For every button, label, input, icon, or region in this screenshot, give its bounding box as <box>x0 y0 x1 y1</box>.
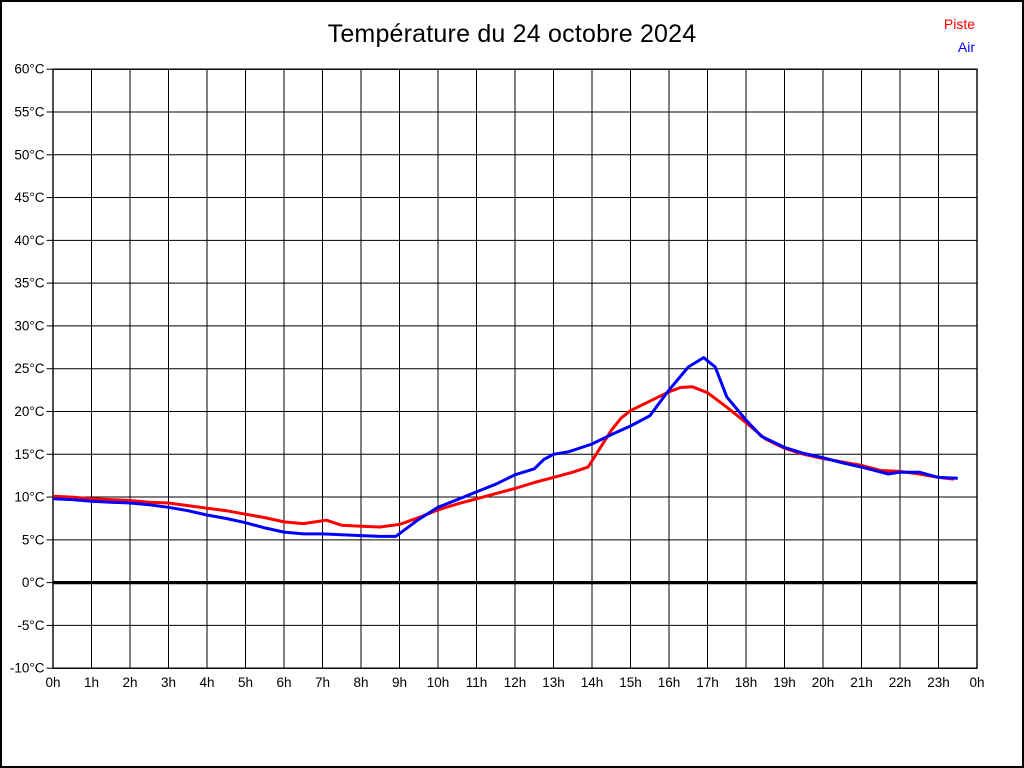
x-axis-label: 11h <box>466 675 488 690</box>
x-axis-label: 0h <box>969 675 984 690</box>
y-axis-label: 50°C <box>14 147 44 162</box>
y-axis-label: 10°C <box>14 490 44 505</box>
plot-border <box>52 68 978 669</box>
y-axis-label: 5°C <box>22 532 45 547</box>
y-axis-label: 20°C <box>14 404 44 419</box>
x-axis-label: 16h <box>658 675 681 690</box>
x-axis-label: 20h <box>812 675 835 690</box>
y-axis-label: -5°C <box>17 618 44 633</box>
legend-item-piste: Piste <box>943 16 975 32</box>
y-axis-label: -10°C <box>10 661 45 676</box>
y-axis-label: 55°C <box>14 104 44 119</box>
x-axis-label: 17h <box>696 675 719 690</box>
x-axis-label: 21h <box>850 675 873 690</box>
x-axis-label: 15h <box>619 675 642 690</box>
x-axis-label: 19h <box>773 675 796 690</box>
y-axis-label: 45°C <box>14 190 44 205</box>
y-axis-label: 60°C <box>14 62 44 77</box>
chart-legend: Piste Air <box>944 13 975 59</box>
x-axis-label: 12h <box>504 675 527 690</box>
x-axis-label: 9h <box>392 675 407 690</box>
x-axis-label: 1h <box>84 675 99 690</box>
x-axis-label: 4h <box>199 675 214 690</box>
x-axis-label: 2h <box>122 675 137 690</box>
x-axis-label: 7h <box>315 675 330 690</box>
x-axis-label: 13h <box>542 675 565 690</box>
x-axis-label: 6h <box>276 675 291 690</box>
x-axis-label: 5h <box>238 675 253 690</box>
x-axis-label: 23h <box>927 675 950 690</box>
y-axis-label: 25°C <box>14 361 44 376</box>
y-axis-label: 40°C <box>14 233 44 248</box>
x-axis-label: 18h <box>735 675 758 690</box>
x-axis-label: 22h <box>889 675 912 690</box>
x-axis-label: 14h <box>581 675 604 690</box>
y-axis-label: 15°C <box>14 447 44 462</box>
x-axis-label: 3h <box>161 675 176 690</box>
y-axis-label: 35°C <box>14 276 44 291</box>
x-axis-label: 8h <box>353 675 368 690</box>
y-axis-label: 30°C <box>14 318 44 333</box>
y-axis-label: 0°C <box>22 575 45 590</box>
series-line-air <box>52 356 958 538</box>
x-axis-label: 0h <box>45 675 60 690</box>
legend-item-air: Air <box>957 39 975 55</box>
x-axis-label: 10h <box>427 675 450 690</box>
chart-title: Température du 24 octobre 2024 <box>327 20 697 48</box>
